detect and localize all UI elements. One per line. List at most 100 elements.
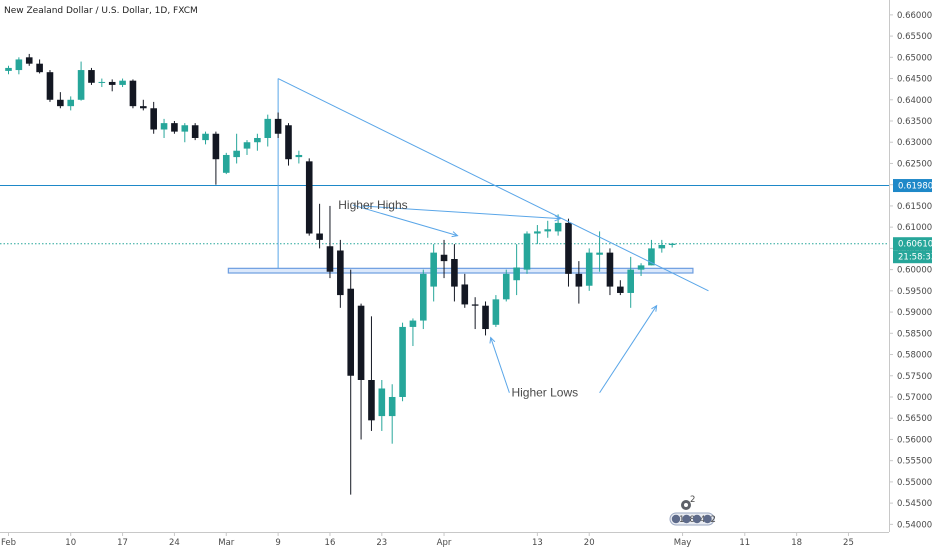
candle-body: [160, 123, 168, 130]
candle-body: [5, 67, 12, 71]
price-tag-label: 0.61980: [898, 182, 932, 192]
x-tick-label: 18: [791, 538, 802, 548]
overlays-over: [277, 78, 709, 394]
annotations: Higher Highs Higher Lows: [338, 198, 578, 400]
x-tick-label: Mar: [218, 538, 235, 548]
candle-body: [181, 125, 189, 132]
arrow-head: [489, 336, 496, 344]
x-axis[interactable]: Feb 10 17 24 Mar 9 16 23 Apr 13 20 May 11 18 25: [1, 532, 854, 548]
candle-body: [15, 59, 23, 71]
candle-body: [534, 231, 541, 234]
annotation-label: Higher Highs: [338, 198, 407, 212]
annotation-arrow: [361, 205, 561, 220]
candle-body: [36, 63, 43, 73]
x-tick-label: 13: [532, 538, 543, 548]
candle-body: [565, 222, 572, 274]
candle-body: [596, 252, 603, 255]
event-count: 2: [690, 495, 695, 505]
candle-body: [502, 273, 510, 300]
y-tick-label: 0.57500: [897, 372, 932, 382]
candle-body: [606, 252, 614, 287]
x-tick-label: 10: [65, 538, 76, 548]
candle-body: [150, 108, 157, 130]
candle-body: [191, 125, 199, 138]
x-tick-label: Feb: [1, 538, 16, 548]
candle-body: [46, 72, 54, 100]
candle-body: [409, 320, 417, 327]
candle-body: [254, 137, 261, 143]
candle-body: [471, 304, 479, 306]
y-tick-label: 0.55000: [897, 478, 932, 488]
candle-body: [88, 70, 95, 83]
candle-body: [25, 57, 33, 64]
y-tick-label: 0.56500: [897, 414, 932, 424]
candle-body: [171, 123, 178, 132]
x-tick-label: Apr: [437, 538, 452, 548]
candle-body: [668, 243, 676, 245]
candle-body: [648, 248, 655, 266]
indicator-badge[interactable]: 215842: [669, 495, 716, 526]
y-tick-label: 0.61000: [897, 223, 932, 233]
candle-body: [420, 273, 427, 321]
y-tick-label: 0.63000: [897, 138, 932, 148]
annotation-arrow: [490, 337, 510, 393]
candle-body: [212, 133, 220, 160]
candle-body: [627, 269, 634, 293]
candle-body: [140, 106, 147, 109]
x-tick-label: 24: [169, 538, 180, 548]
y-tick-label: 0.57000: [897, 393, 932, 403]
candle-body: [513, 267, 520, 281]
x-tick-label: May: [674, 538, 692, 548]
price-tag-label: 21:58:33: [898, 253, 932, 263]
event-icon-dot: [684, 503, 688, 507]
candle-body: [637, 265, 645, 270]
x-tick-label: 25: [843, 538, 854, 548]
candle-body: [451, 258, 458, 287]
candle-body: [77, 70, 85, 100]
y-tick-label: 0.54000: [897, 520, 932, 530]
candle-body: [575, 273, 583, 287]
candle-body: [316, 233, 323, 240]
candle-body: [119, 80, 126, 85]
y-tick-label: 0.55500: [897, 457, 932, 467]
arrow-head: [651, 304, 658, 312]
candle-body: [378, 388, 386, 417]
candle-body: [399, 326, 406, 397]
x-tick-label: 16: [325, 538, 336, 548]
x-tick-label: 23: [376, 538, 387, 548]
arrow-head: [451, 231, 459, 238]
events-pill: [669, 512, 715, 526]
event-dot: [703, 514, 712, 524]
event-dot: [682, 514, 691, 524]
candle-body: [295, 154, 303, 158]
candles-layer: [5, 53, 676, 495]
y-tick-label: 0.58000: [897, 351, 932, 361]
candle-body: [440, 254, 448, 262]
price-tag-box: [893, 179, 932, 193]
candle-body: [658, 244, 666, 249]
price-tag-box: [893, 250, 932, 264]
support-zone: [227, 267, 694, 274]
candle-body: [544, 229, 552, 232]
candle-body: [274, 118, 282, 134]
candle-body: [108, 81, 116, 85]
y-tick-label: 0.65500: [897, 32, 932, 42]
y-tick-label: 0.63500: [897, 117, 932, 127]
candle-body: [347, 288, 355, 376]
y-tick-label: 0.62500: [897, 159, 932, 169]
candle-body: [585, 252, 593, 286]
candle-body: [357, 305, 365, 380]
y-tick-label: 0.56000: [897, 435, 932, 445]
y-tick-label: 0.60000: [897, 266, 932, 276]
candle-body: [67, 99, 75, 107]
y-axis[interactable]: 0.66000 0.65500 0.65000 0.64500 0.64000 0.635…: [889, 11, 932, 530]
y-tick-label: 0.66000: [897, 11, 932, 21]
y-tick-label: 0.65000: [897, 53, 932, 63]
y-tick-label: 0.59500: [897, 287, 932, 297]
candle-body: [202, 133, 209, 141]
price-tag-box: [893, 237, 932, 251]
candle-body: [430, 252, 437, 287]
annotation-arrow: [352, 204, 458, 237]
